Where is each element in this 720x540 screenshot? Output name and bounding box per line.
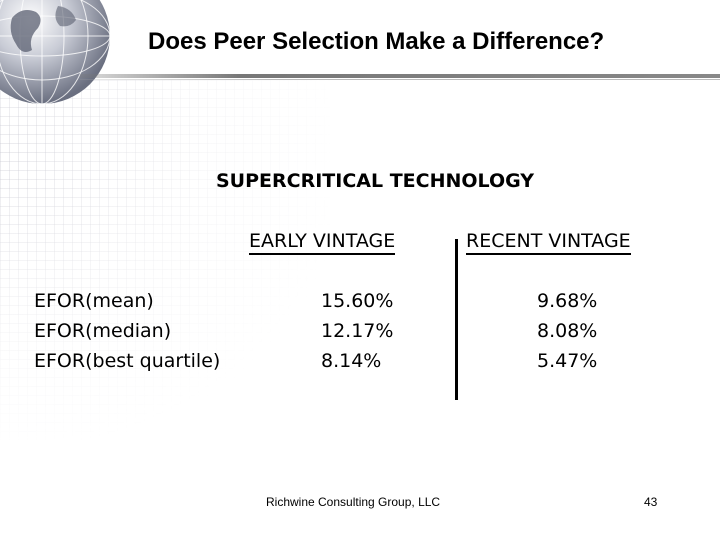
title-underline [80,74,720,78]
cell-early-efor-mean: 15.60% [321,290,394,312]
slide-title: Does Peer Selection Make a Difference? [148,28,605,55]
row-label-efor-median: EFOR(median) [34,320,172,342]
column-header-early-vintage: EARLY VINTAGE [249,230,396,255]
title-underline-thin [80,79,720,80]
section-heading: SUPERCRITICAL TECHNOLOGY [216,170,535,192]
row-label-efor-mean: EFOR(mean) [34,290,154,312]
cell-early-efor-median: 12.17% [321,320,394,342]
column-divider [455,239,458,400]
page-number: 43 [644,495,658,509]
cell-recent-efor-median: 8.08% [537,320,598,342]
column-header-recent-vintage: RECENT VINTAGE [466,230,631,255]
cell-recent-efor-best-quartile: 5.47% [537,350,598,372]
footer-company-name: Richwine Consulting Group, LLC [266,495,441,509]
cell-early-efor-best-quartile: 8.14% [321,350,382,372]
globe-icon [0,0,111,105]
row-label-efor-best-quartile: EFOR(best quartile) [34,350,221,372]
cell-recent-efor-mean: 9.68% [537,290,598,312]
background-grid-decoration [0,80,330,440]
